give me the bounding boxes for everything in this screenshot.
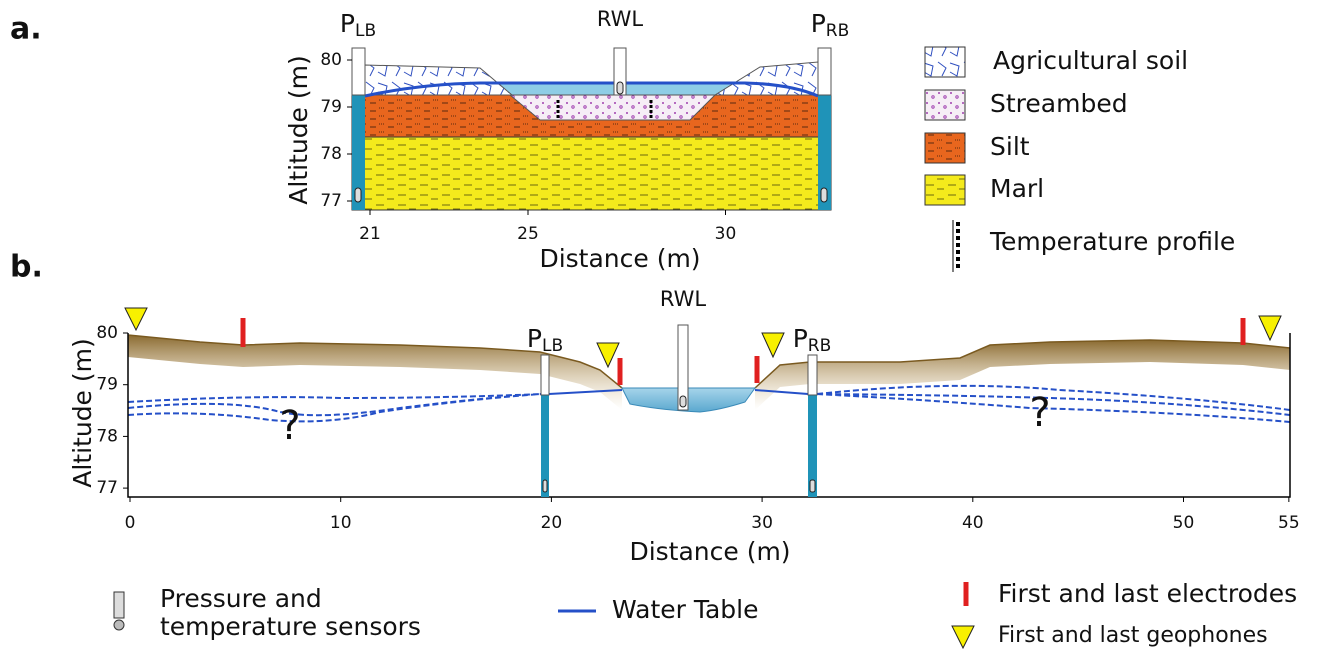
legend-label: First and last electrodes	[998, 579, 1297, 608]
sensor-label: PRB	[811, 9, 850, 41]
x-tick-label: 40	[962, 513, 984, 533]
legend-label: First and last geophones	[998, 623, 1268, 648]
legend-label: Streambed	[990, 89, 1128, 118]
x-axis-title: Distance (m)	[539, 244, 700, 273]
y-tick-label: 80	[320, 50, 342, 70]
x-axis-title: Distance (m)	[629, 537, 790, 566]
legend-label: Water Table	[612, 595, 759, 624]
unknown-mark: ?	[279, 403, 300, 449]
x-tick-label: 25	[517, 224, 539, 244]
legend-a	[924, 46, 966, 272]
y-tick-label: 79	[96, 375, 118, 395]
legend-label: Silt	[990, 132, 1030, 161]
x-tick-label: 30	[751, 513, 773, 533]
x-tick-label: 21	[359, 224, 381, 244]
sensor-label: RWL	[660, 287, 707, 311]
legend-label: Agricultural soil	[993, 46, 1188, 75]
legend-label: Pressure and	[160, 584, 322, 613]
x-tick-label: 30	[715, 224, 737, 244]
x-tick-label: 10	[330, 513, 352, 533]
sensor-label: RWL	[597, 7, 644, 31]
cross-section-a	[351, 47, 832, 211]
y-tick-label: 78	[96, 426, 118, 446]
y-tick-label: 80	[96, 323, 118, 343]
legend-label: Marl	[990, 174, 1044, 203]
x-tick-label: 0	[125, 513, 136, 533]
sensor-label: PLB	[527, 324, 563, 356]
y-axis-title: Altitude (m)	[68, 338, 97, 488]
sensor-label: PRB	[793, 324, 832, 356]
legend-label: temperature sensors	[160, 612, 421, 641]
x-tick-label: 50	[1173, 513, 1195, 533]
x-tick-label: 20	[541, 513, 563, 533]
y-tick-label: 77	[96, 478, 118, 498]
legend-label: Temperature profile	[989, 227, 1235, 256]
panel-label: a.	[10, 12, 42, 47]
y-tick-label: 78	[320, 144, 342, 164]
y-tick-label: 77	[320, 191, 342, 211]
sensor-label: PLB	[340, 9, 376, 41]
y-tick-label: 79	[320, 97, 342, 117]
panel-label: b.	[10, 250, 43, 285]
x-tick-label: 55	[1278, 513, 1300, 533]
unknown-mark: ?	[1029, 390, 1050, 436]
cross-section-b	[124, 307, 1291, 498]
y-axis-title: Altitude (m)	[284, 55, 313, 205]
legend-b	[113, 582, 975, 650]
